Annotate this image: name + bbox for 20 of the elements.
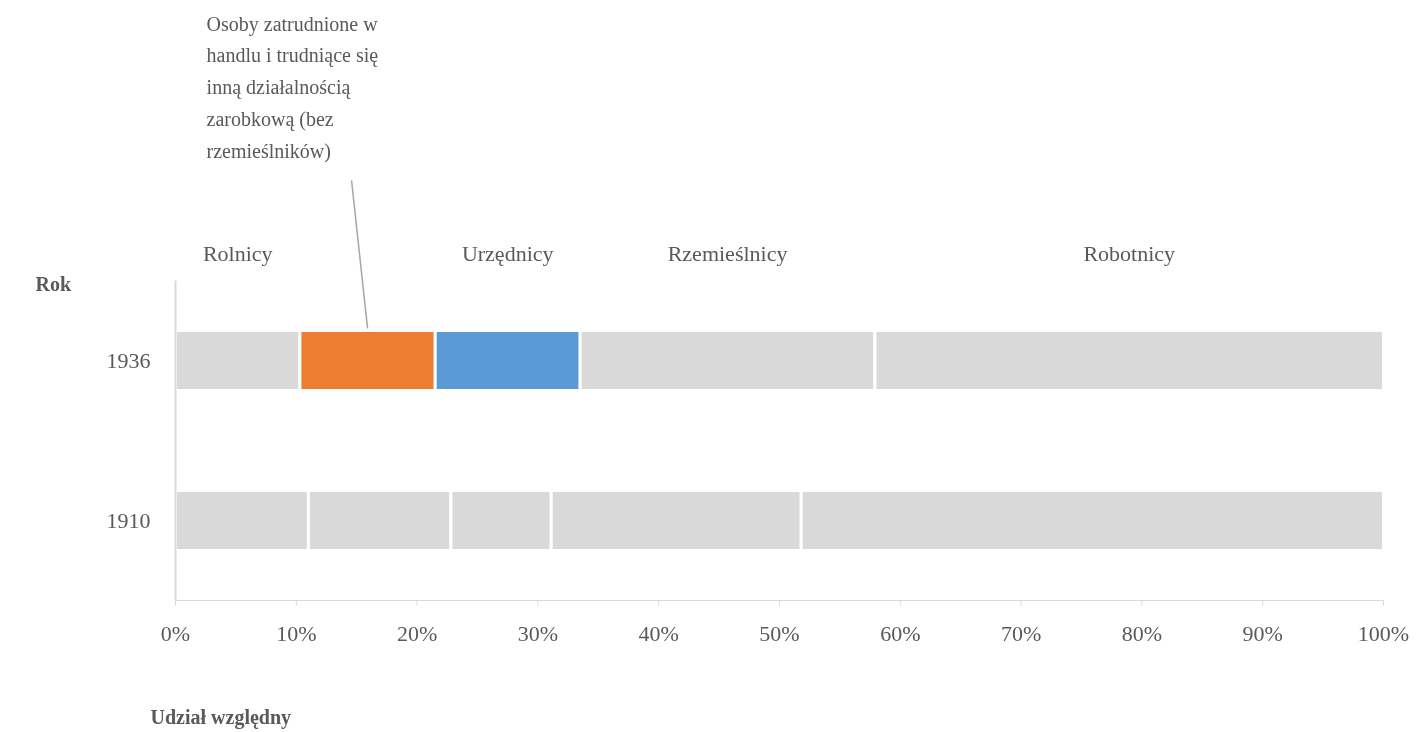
x-tick-label: 50% (759, 620, 800, 646)
text: Urzędnicy (461, 240, 554, 266)
x-tick-label: 90% (1242, 620, 1283, 646)
text: Rolnicy (202, 240, 273, 266)
y-tick-label: 1936 (106, 347, 151, 373)
x-tick-label: 20% (396, 620, 438, 646)
x-tick-label: 100% (1357, 620, 1410, 646)
x-tick-label: 10% (276, 620, 317, 646)
y-axis-title: Rok (35, 272, 72, 295)
x-tick-label: 60% (880, 620, 921, 646)
x-tick-label: 80% (1121, 620, 1163, 646)
y-tick-label: 1910 (106, 507, 151, 533)
x-tick-label: 30% (517, 620, 559, 646)
x-tick-label: 70% (1000, 620, 1042, 646)
text: Rzemieślnicy (667, 240, 788, 266)
x-axis-title: Udział względny (150, 705, 292, 729)
x-tick-label: 0% (160, 620, 191, 646)
x-tick-label: 40% (638, 620, 679, 646)
text: Osoby zatrudnione w handlu i trudniące się inną działalnością zarobkową (bez rzemieślników) (206, 12, 379, 164)
text: Robotnicy (1083, 240, 1176, 266)
